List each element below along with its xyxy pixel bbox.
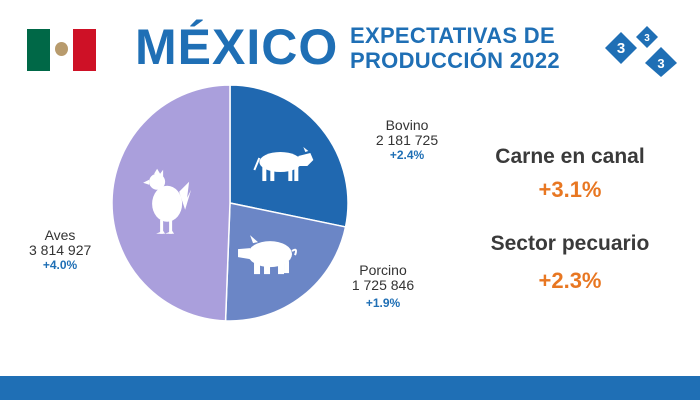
logo-digit-3: 3 (657, 56, 664, 71)
headline-line-2: PRODUCCIÓN 2022 (350, 48, 560, 73)
headline: EXPECTATIVAS DE PRODUCCIÓN 2022 (350, 23, 560, 73)
metric-carne-value: +3.1% (538, 177, 602, 202)
cow-icon (253, 147, 314, 182)
label-change-bovino: +2.4% (389, 148, 425, 162)
chicken-icon (143, 168, 192, 234)
metric-carne: Carne en canal +3.1% (470, 145, 670, 203)
flag-emblem-icon (55, 42, 68, 56)
slice-label-porcino: Porcino 1 725 846 +1.9% (345, 263, 421, 311)
logo-diamond-top: 3 (636, 26, 658, 48)
slice-label-bovino: Bovino 2 181 725 +2.4% (372, 118, 442, 163)
metric-pecuario-value: +2.3% (538, 268, 602, 293)
flag-green-band (27, 29, 50, 71)
label-change-porcino: +1.9% (365, 296, 401, 310)
label-name-porcino: Porcino (359, 262, 407, 278)
country-title: MÉXICO (135, 19, 339, 75)
logo-digit-1: 3 (617, 40, 625, 57)
pig-icon (238, 235, 298, 275)
metric-pecuario: Sector pecuario +2.3% (470, 232, 670, 294)
label-value-bovino: 2 181 725 (375, 132, 439, 148)
flag-white-band (50, 29, 73, 71)
mexico-flag (27, 29, 96, 71)
footer-bar (0, 376, 700, 400)
metric-pecuario-title: Sector pecuario (490, 232, 650, 255)
label-name-aves: Aves (44, 227, 76, 243)
label-value-aves: 3 814 927 (29, 242, 92, 258)
pie-chart (111, 84, 349, 322)
label-change-aves: +4.0% (42, 258, 78, 272)
logo-diamond-large: 3 (605, 32, 637, 64)
logo-digit-2: 3 (644, 33, 650, 44)
flag-red-band (73, 29, 96, 71)
logo-diamond-bottom: 3 (645, 47, 677, 77)
metric-carne-title: Carne en canal (495, 145, 645, 168)
brand-logo: 3 3 3 (605, 26, 677, 77)
label-name-bovino: Bovino (385, 117, 429, 133)
label-value-porcino: 1 725 846 (351, 277, 415, 293)
slice-label-aves: Aves 3 814 927 +4.0% (29, 228, 91, 273)
headline-line-1: EXPECTATIVAS DE (350, 23, 555, 48)
